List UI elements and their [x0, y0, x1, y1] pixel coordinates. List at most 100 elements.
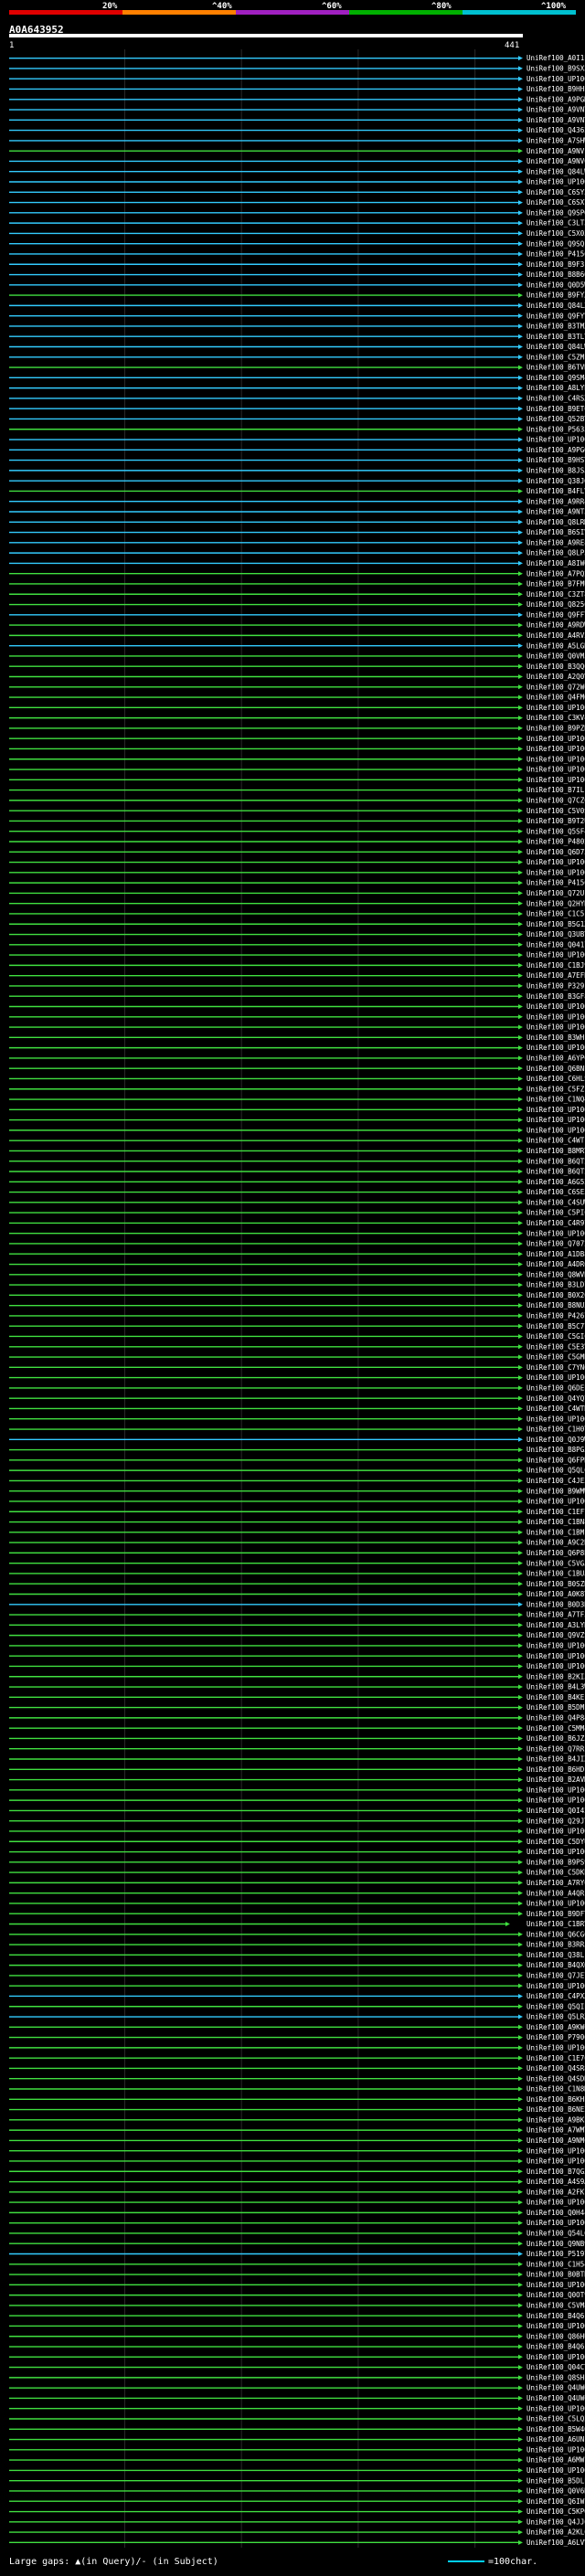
- hit-label[interactable]: UniRef100_A2Q0V1: [526, 673, 585, 681]
- hit-label[interactable]: UniRef100_A1DB86: [526, 1250, 585, 1258]
- hit-row[interactable]: UniRef100_A7RY03: [9, 1879, 585, 1887]
- hit-row[interactable]: UniRef100_Q0D5W6: [9, 281, 585, 289]
- hit-row[interactable]: UniRef100_UP1000..: [9, 1642, 585, 1650]
- hit-label[interactable]: UniRef100_C6HLS6: [526, 1075, 585, 1083]
- hit-label[interactable]: UniRef100_B7QG39: [526, 2168, 585, 2176]
- hit-row[interactable]: UniRef100_A9RDW0: [9, 621, 585, 630]
- hit-label[interactable]: UniRef100_P48024: [526, 838, 585, 846]
- hit-row[interactable]: UniRef100_A8IWG7: [9, 559, 585, 567]
- hit-row[interactable]: UniRef100_Q72W03: [9, 683, 585, 691]
- hit-row[interactable]: UniRef100_UP1000..: [9, 2043, 585, 2051]
- hit-row[interactable]: UniRef100_A4S9A8: [9, 2178, 585, 2186]
- hit-row[interactable]: UniRef100_B5G1X8: [9, 920, 585, 928]
- hit-label[interactable]: UniRef100_B9PZK1: [526, 725, 585, 733]
- hit-label[interactable]: UniRef100_C5DKB4: [526, 1869, 585, 1877]
- hit-label[interactable]: UniRef100_UP1000..: [526, 2404, 585, 2412]
- hit-row[interactable]: UniRef100_A7EFH3: [9, 971, 585, 980]
- hit-label[interactable]: UniRef100_UP1000..: [526, 1828, 585, 1836]
- hit-label[interactable]: UniRef100_P79060: [526, 2033, 585, 2041]
- hit-row[interactable]: UniRef100_C1BUJ3: [9, 1570, 585, 1578]
- hit-row[interactable]: UniRef100_UP1000..: [9, 1652, 585, 1660]
- hit-row[interactable]: UniRef100_Q5SF41: [9, 827, 585, 835]
- hit-label[interactable]: UniRef100_UP1000..: [526, 436, 585, 444]
- hit-row[interactable]: UniRef100_Q4JJ07: [9, 2518, 585, 2526]
- hit-label[interactable]: UniRef100_UP1000..: [526, 1982, 585, 1990]
- hit-row[interactable]: UniRef100_Q0VM56: [9, 652, 585, 661]
- hit-label[interactable]: UniRef100_Q8LRM9: [526, 518, 585, 526]
- hit-label[interactable]: UniRef100_A5LGK6: [526, 641, 585, 650]
- hit-row[interactable]: UniRef100_C1BM15: [9, 1528, 585, 1536]
- hit-row[interactable]: UniRef100_B0SZN9: [9, 1580, 585, 1588]
- hit-row[interactable]: UniRef100_UP1000..: [9, 2466, 585, 2475]
- hit-row[interactable]: UniRef100_Q86HU4: [9, 2332, 585, 2340]
- hit-row[interactable]: UniRef100_B3WHL0: [9, 1034, 585, 1042]
- hit-label[interactable]: UniRef100_B7FMU6: [526, 580, 585, 588]
- hit-row[interactable]: UniRef100_UP1000..: [9, 1415, 585, 1423]
- hit-row[interactable]: UniRef100_A6UN19: [9, 2435, 585, 2443]
- hit-label[interactable]: UniRef100_B8B6O0: [526, 270, 585, 279]
- hit-label[interactable]: UniRef100_Q4SR83: [526, 2064, 585, 2072]
- hit-row[interactable]: UniRef100_P41568: [9, 250, 585, 259]
- hit-row[interactable]: UniRef100_C5VGJ3: [9, 1559, 585, 1567]
- hit-row[interactable]: UniRef100_A7SHW9: [9, 136, 585, 144]
- hit-label[interactable]: UniRef100_C3LT38: [526, 219, 585, 228]
- hit-label[interactable]: UniRef100_B3TLY4: [526, 333, 585, 341]
- hit-row[interactable]: UniRef100_B6SIV5: [9, 528, 585, 536]
- hit-label[interactable]: UniRef100_B9ET00: [526, 405, 585, 413]
- hit-row[interactable]: UniRef100_B4JIX7: [9, 1755, 585, 1764]
- hit-row[interactable]: UniRef100_Q5QL06: [9, 1467, 585, 1475]
- hit-row[interactable]: UniRef100_Q2HYN5: [9, 899, 585, 907]
- hit-row[interactable]: UniRef100_UP1000..: [9, 1106, 585, 1114]
- hit-row[interactable]: UniRef100_UP1000..: [9, 858, 585, 866]
- hit-label[interactable]: UniRef100_Q6BNE2: [526, 1065, 585, 1073]
- hit-row[interactable]: UniRef100_Q54LG3: [9, 2230, 585, 2238]
- hit-row[interactable]: UniRef100_A1DB86: [9, 1250, 585, 1258]
- hit-label[interactable]: UniRef100_A0K8T9: [526, 1590, 585, 1598]
- hit-label[interactable]: UniRef100_B0SZN9: [526, 1580, 585, 1588]
- hit-label[interactable]: UniRef100_A6LVV9: [526, 2539, 585, 2547]
- hit-label[interactable]: UniRef100_Q84LW9: [526, 167, 585, 175]
- hit-label[interactable]: UniRef100_B3RR53: [526, 1941, 585, 1949]
- hit-row[interactable]: UniRef100_B5DLP0: [9, 2476, 585, 2485]
- hit-label[interactable]: UniRef100_A9NV19: [526, 147, 585, 155]
- hit-row[interactable]: UniRef100_B4KEF8: [9, 1693, 585, 1701]
- hit-label[interactable]: UniRef100_A9BKP4: [526, 2115, 585, 2124]
- hit-label[interactable]: UniRef100_C5X033: [526, 229, 585, 238]
- hit-label[interactable]: UniRef100_B2KI38: [526, 1672, 585, 1680]
- hit-row[interactable]: UniRef100_B7ILL1: [9, 786, 585, 794]
- hit-row[interactable]: UniRef100_Q38JG3: [9, 477, 585, 485]
- hit-label[interactable]: UniRef100_Q29JT1: [526, 1817, 585, 1825]
- hit-label[interactable]: UniRef100_C5GMN7: [526, 1353, 585, 1362]
- hit-row[interactable]: UniRef100_C5GMN7: [9, 1353, 585, 1362]
- hit-row[interactable]: UniRef100_UP1000..: [9, 735, 585, 743]
- hit-label[interactable]: UniRef100_UP1000..: [526, 1415, 585, 1423]
- hit-label[interactable]: UniRef100_B9SX38: [526, 65, 585, 73]
- hit-row[interactable]: UniRef100_C6SY38: [9, 188, 585, 196]
- hit-row[interactable]: UniRef100_Q52BT6: [9, 415, 585, 423]
- hit-row[interactable]: UniRef100_Q5LRX9: [9, 2013, 585, 2021]
- hit-row[interactable]: UniRef100_B8B6O0: [9, 270, 585, 279]
- hit-row[interactable]: UniRef100_C5GIC9: [9, 1332, 585, 1341]
- hit-row[interactable]: UniRef100_C6SX76: [9, 198, 585, 207]
- hit-row[interactable]: UniRef100_A9VNY8: [9, 116, 585, 124]
- hit-label[interactable]: UniRef100_A4QR10: [526, 1889, 585, 1897]
- hit-label[interactable]: UniRef100_A9RR49: [526, 497, 585, 505]
- hit-label[interactable]: UniRef100_UP1000..: [526, 1498, 585, 1506]
- hit-row[interactable]: UniRef100_Q8SHE3: [9, 2373, 585, 2381]
- hit-label[interactable]: UniRef100_C4R976: [526, 1219, 585, 1227]
- hit-row[interactable]: UniRef100_UP1000..: [9, 2147, 585, 2155]
- hit-row[interactable]: UniRef100_Q6CG03: [9, 1930, 585, 1938]
- hit-label[interactable]: UniRef100_Q72W03: [526, 683, 585, 691]
- hit-label[interactable]: UniRef100_B6KHE8: [526, 2095, 585, 2104]
- hit-label[interactable]: UniRef100_P41567: [526, 879, 585, 887]
- hit-row[interactable]: UniRef100_B6QT28: [9, 1157, 585, 1165]
- hit-row[interactable]: UniRef100_B3LD77: [9, 1281, 585, 1289]
- hit-label[interactable]: UniRef100_UP1000..: [526, 1229, 585, 1237]
- hit-label[interactable]: UniRef100_Q72U18: [526, 889, 585, 897]
- hit-label[interactable]: UniRef100_B0X261: [526, 1291, 585, 1299]
- hit-label[interactable]: UniRef100_UP1000..: [526, 2147, 585, 2155]
- hit-row[interactable]: UniRef100_Q7RRL1: [9, 1744, 585, 1753]
- hit-label[interactable]: UniRef100_B8MRY4: [526, 1147, 585, 1155]
- hit-label[interactable]: UniRef100_B5DMP4: [526, 1703, 585, 1712]
- hit-row[interactable]: UniRef100_C1BJ90: [9, 961, 585, 970]
